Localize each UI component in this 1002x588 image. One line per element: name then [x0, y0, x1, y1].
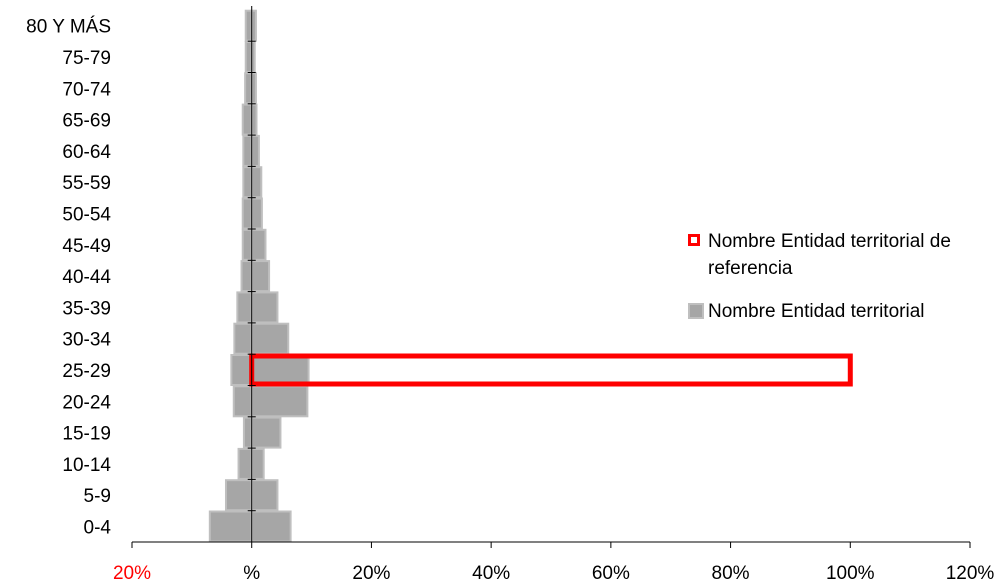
bar-referencia-right-25-29: [249, 353, 853, 387]
bar-entidad-left-25-29: [230, 354, 253, 386]
category-label: 65-69: [62, 111, 111, 132]
x-tick-labels-group: 20%% 20% 40% 60% 80% 100% 120%: [113, 563, 994, 584]
bar-entidad-left-50-54: [241, 197, 253, 230]
bar-entidad-right-80 Y MÁS: [250, 9, 257, 42]
bar-entidad-right-40-44: [250, 260, 271, 293]
x-tick-label: 60%: [592, 563, 630, 584]
bar-entidad-right-60-64: [250, 134, 260, 167]
category-label: 70-74: [62, 79, 111, 100]
bar-entidad-left-45-49: [241, 228, 253, 261]
category-label: 75-79: [62, 48, 111, 69]
bar-entidad-left-10-14: [237, 447, 253, 480]
bar-entidad-right-20-24: [250, 385, 309, 418]
x-tick-label: %: [243, 563, 260, 584]
bar-entidad-left-0-4: [208, 510, 253, 543]
referencia-bars-group: [249, 353, 853, 387]
category-label: 30-34: [62, 330, 111, 351]
category-label: 45-49: [62, 236, 111, 257]
bar-entidad-left-65-69: [241, 103, 253, 136]
bar-entidad-right-10-14: [250, 447, 265, 480]
x-tick-label: 80%: [712, 563, 750, 584]
legend: Nombre Entidad territorial de referencia…: [688, 228, 988, 341]
category-label: 5-9: [84, 486, 111, 507]
bar-entidad-right-5-9: [250, 479, 279, 512]
x-tick-label: 20%: [352, 563, 390, 584]
bar-entidad-left-35-39: [236, 291, 253, 324]
bar-entidad-right-35-39: [250, 291, 279, 324]
bar-entidad-left-30-34: [233, 322, 253, 355]
entidad-bars-group: [208, 9, 310, 543]
x-tick-label: 100%: [826, 563, 875, 584]
category-label: 40-44: [62, 267, 111, 288]
bar-entidad-left-5-9: [224, 479, 253, 512]
legend-label-referencia: Nombre Entidad territorial de referencia: [708, 231, 951, 279]
bar-entidad-right-15-19: [250, 416, 282, 449]
x-tick-label: 20%: [113, 563, 151, 584]
category-label: 10-14: [62, 455, 111, 476]
bar-entidad-right-50-54: [250, 197, 263, 230]
bar-entidad-right-30-34: [250, 322, 290, 355]
legend-item-entidad: Nombre Entidad territorial: [688, 298, 988, 325]
bar-entidad-right-45-49: [250, 228, 267, 261]
category-labels-group: 0-4 5-9 10-14 15-19 20-24 25-29 30-34 35-39 40-4…: [26, 17, 111, 539]
category-label: 50-54: [62, 205, 111, 226]
legend-swatch-entidad: [688, 303, 704, 319]
category-label: 80 Y MÁS: [26, 17, 111, 38]
x-tick-label: 120%: [946, 563, 995, 584]
legend-item-referencia: Nombre Entidad territorial de referencia: [688, 228, 988, 282]
bar-entidad-right-25-29: [250, 354, 310, 386]
category-label: 25-29: [62, 361, 111, 382]
category-label: 35-39: [62, 298, 111, 319]
bar-entidad-right-70-74: [250, 72, 257, 105]
category-label: 0-4: [84, 518, 112, 539]
bar-entidad-left-15-19: [242, 416, 253, 449]
category-label: 15-19: [62, 424, 111, 445]
category-label: 55-59: [62, 173, 111, 194]
bar-entidad-left-20-24: [232, 385, 253, 418]
bar-entidad-left-55-59: [242, 166, 253, 199]
x-tick-label: 40%: [472, 563, 510, 584]
legend-label-entidad: Nombre Entidad territorial: [708, 301, 925, 322]
bar-entidad-right-55-59: [250, 166, 263, 199]
axes-group: [131, 6, 971, 548]
legend-swatch-referencia: [688, 234, 700, 246]
bar-entidad-right-65-69: [250, 103, 258, 136]
category-label: 20-24: [62, 392, 111, 413]
bar-entidad-left-60-64: [242, 134, 253, 167]
category-label: 60-64: [62, 142, 111, 163]
bar-entidad-right-0-4: [250, 510, 292, 543]
bar-entidad-left-40-44: [240, 260, 253, 293]
